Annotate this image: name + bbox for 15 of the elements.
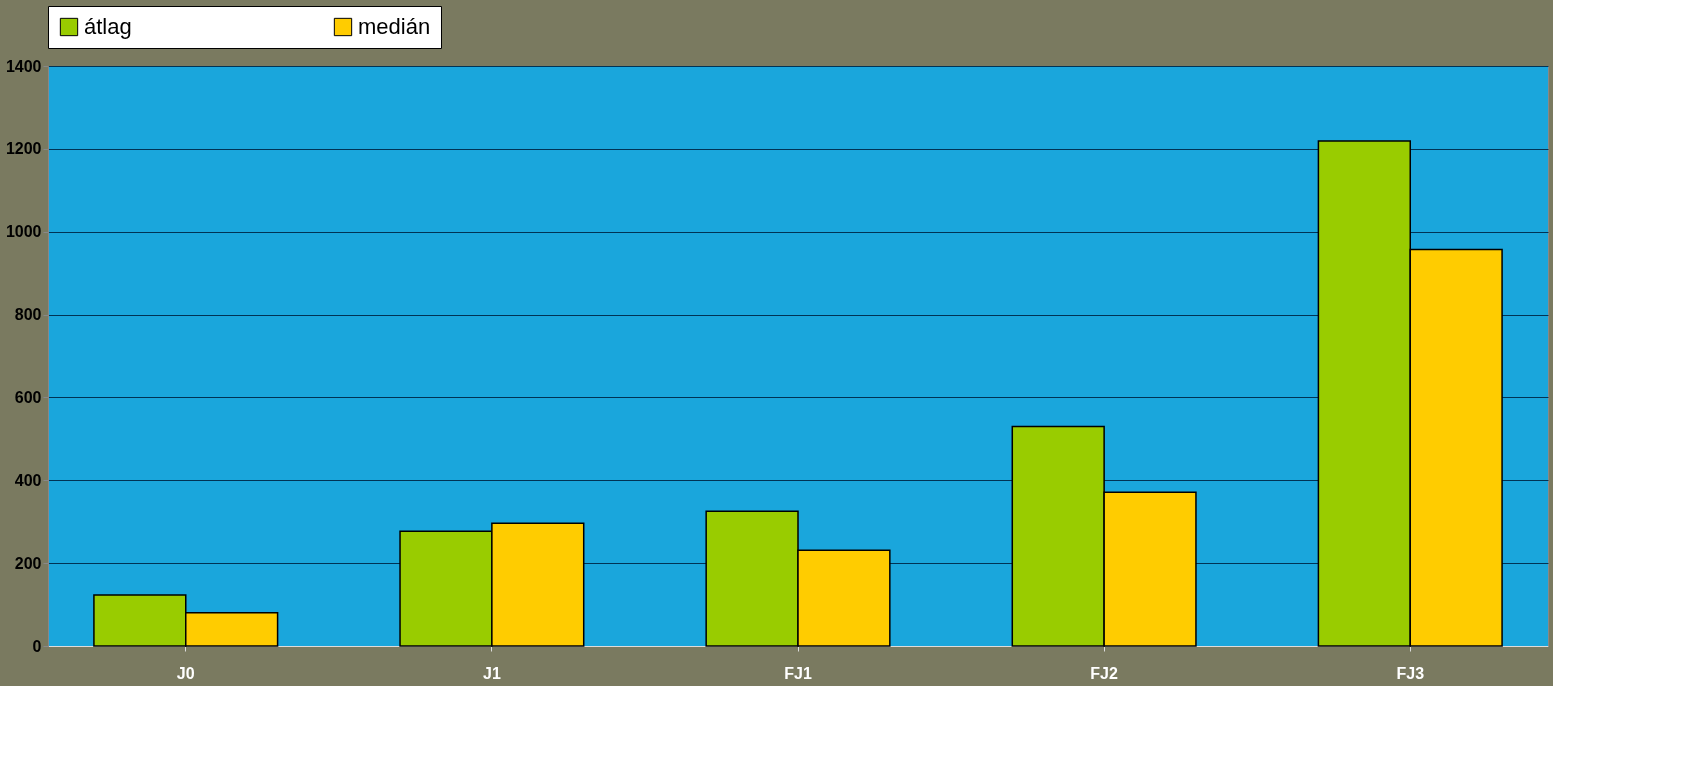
- x-tick-label: FJ2: [1090, 664, 1119, 682]
- x-tick-label: J1: [482, 664, 501, 682]
- y-tick-label: 400: [14, 471, 42, 489]
- legend-label: átlag: [84, 14, 132, 39]
- x-tick-label: FJ3: [1396, 664, 1425, 682]
- y-tick-label: 800: [14, 306, 42, 324]
- y-tick-label: 1200: [5, 140, 42, 158]
- y-tick-label: 600: [14, 388, 42, 406]
- x-tick-label: J0: [176, 664, 195, 682]
- x-tick-label: FJ1: [784, 664, 812, 682]
- y-tick-label: 1400: [5, 57, 42, 75]
- y-tick-label: 200: [14, 554, 42, 572]
- y-tick-label: 1000: [5, 223, 42, 241]
- y-tick-label: 0: [32, 637, 42, 655]
- legend-label: medián: [358, 14, 431, 39]
